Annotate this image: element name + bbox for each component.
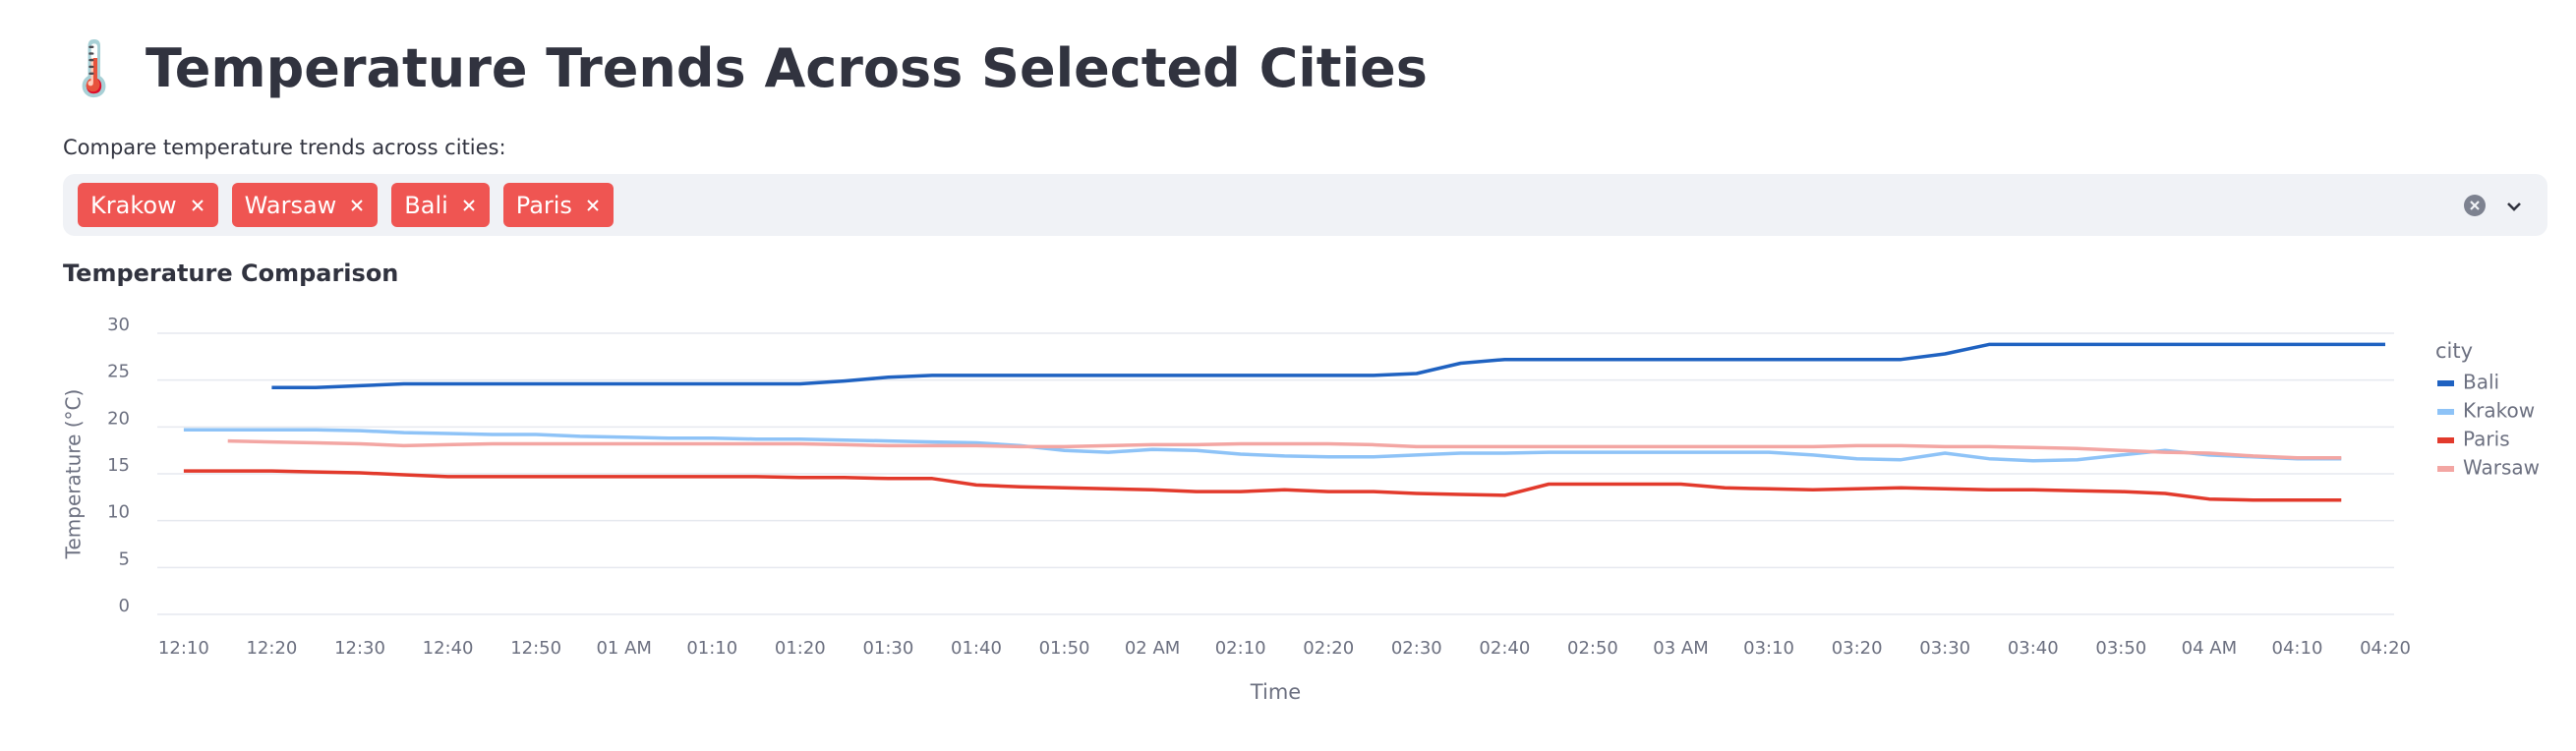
legend-label: Bali xyxy=(2463,371,2499,394)
x-tick-label: 12:30 xyxy=(334,638,385,659)
y-tick-label: 15 xyxy=(107,455,130,476)
multiselect-label: Compare temperature trends across cities… xyxy=(63,136,506,159)
tag-list: Krakow Warsaw Bali Paris xyxy=(78,183,614,227)
x-tick-label: 03:30 xyxy=(1919,638,1970,659)
line xyxy=(183,428,2342,463)
x-tick-label: 04:20 xyxy=(2360,638,2411,659)
x-tick-label: 03:20 xyxy=(1832,638,1883,659)
y-tick-label: 0 xyxy=(119,596,130,616)
x-tick-label: 02 AM xyxy=(1125,638,1180,659)
y-tick-label: 25 xyxy=(107,362,130,382)
legend-label: Krakow xyxy=(2463,399,2535,423)
tag-label: Paris xyxy=(515,191,572,219)
x-tick-label: 02:30 xyxy=(1391,638,1442,659)
x-tick-label: 03:40 xyxy=(2008,638,2059,659)
x-tick-label: 12:50 xyxy=(510,638,561,659)
tag-label: Krakow xyxy=(90,191,177,219)
legend-swatch xyxy=(2437,409,2454,415)
x-tick-label: 12:40 xyxy=(423,638,474,659)
y-tick-label: 5 xyxy=(119,549,130,569)
x-tick-label: 01:40 xyxy=(951,638,1002,659)
x-tick-label: 03 AM xyxy=(1653,638,1708,659)
x-tick-label: 01:50 xyxy=(1039,638,1090,659)
x-tick-label: 03:50 xyxy=(2095,638,2146,659)
tag[interactable]: Krakow xyxy=(78,183,218,227)
tag-label: Warsaw xyxy=(244,191,337,219)
line xyxy=(271,342,2385,390)
x-tick-label: 02:50 xyxy=(1567,638,1618,659)
remove-icon[interactable] xyxy=(586,199,600,212)
legend-title: city xyxy=(2435,339,2473,363)
tag[interactable]: Warsaw xyxy=(231,183,379,227)
x-tick-label: 01 AM xyxy=(596,638,651,659)
line xyxy=(227,438,2342,460)
dropdown-icon[interactable] xyxy=(2503,196,2525,217)
x-tick-label: 01:10 xyxy=(686,638,737,659)
legend-swatch xyxy=(2437,466,2454,472)
legend-swatch xyxy=(2437,437,2454,443)
remove-icon[interactable] xyxy=(462,199,476,212)
legend-swatch xyxy=(2437,380,2454,386)
tag[interactable]: Bali xyxy=(391,183,490,227)
legend-label: Warsaw xyxy=(2463,456,2540,480)
x-tick-label: 02:40 xyxy=(1479,638,1530,659)
x-tick-label: 02:10 xyxy=(1215,638,1266,659)
y-tick-label: 10 xyxy=(107,502,130,523)
x-tick-label: 12:10 xyxy=(158,638,209,659)
x-axis-title: Time xyxy=(1250,680,1301,704)
x-tick-label: 04 AM xyxy=(2182,638,2237,659)
y-axis-title: Temperature (°C) xyxy=(62,389,86,560)
tag-label: Bali xyxy=(404,191,448,219)
page-title: 🌡️ Temperature Trends Across Selected Ci… xyxy=(61,37,1428,99)
chart-title: Temperature Comparison xyxy=(63,260,399,287)
multiselect[interactable]: Krakow Warsaw Bali Paris xyxy=(63,174,2547,236)
x-tick-label: 03:10 xyxy=(1743,638,1794,659)
tag[interactable]: Paris xyxy=(502,183,614,227)
y-tick-label: 20 xyxy=(107,408,130,429)
x-tick-label: 01:30 xyxy=(862,638,913,659)
x-tick-label: 01:20 xyxy=(775,638,826,659)
y-tick-label: 30 xyxy=(107,315,130,335)
x-tick-label: 04:10 xyxy=(2272,638,2323,659)
clear-icon[interactable] xyxy=(2463,194,2487,217)
x-tick-label: 12:20 xyxy=(246,638,297,659)
remove-icon[interactable] xyxy=(350,199,364,212)
remove-icon[interactable] xyxy=(191,199,205,212)
legend-label: Paris xyxy=(2463,428,2510,451)
line xyxy=(183,469,2342,502)
x-tick-label: 02:20 xyxy=(1303,638,1354,659)
